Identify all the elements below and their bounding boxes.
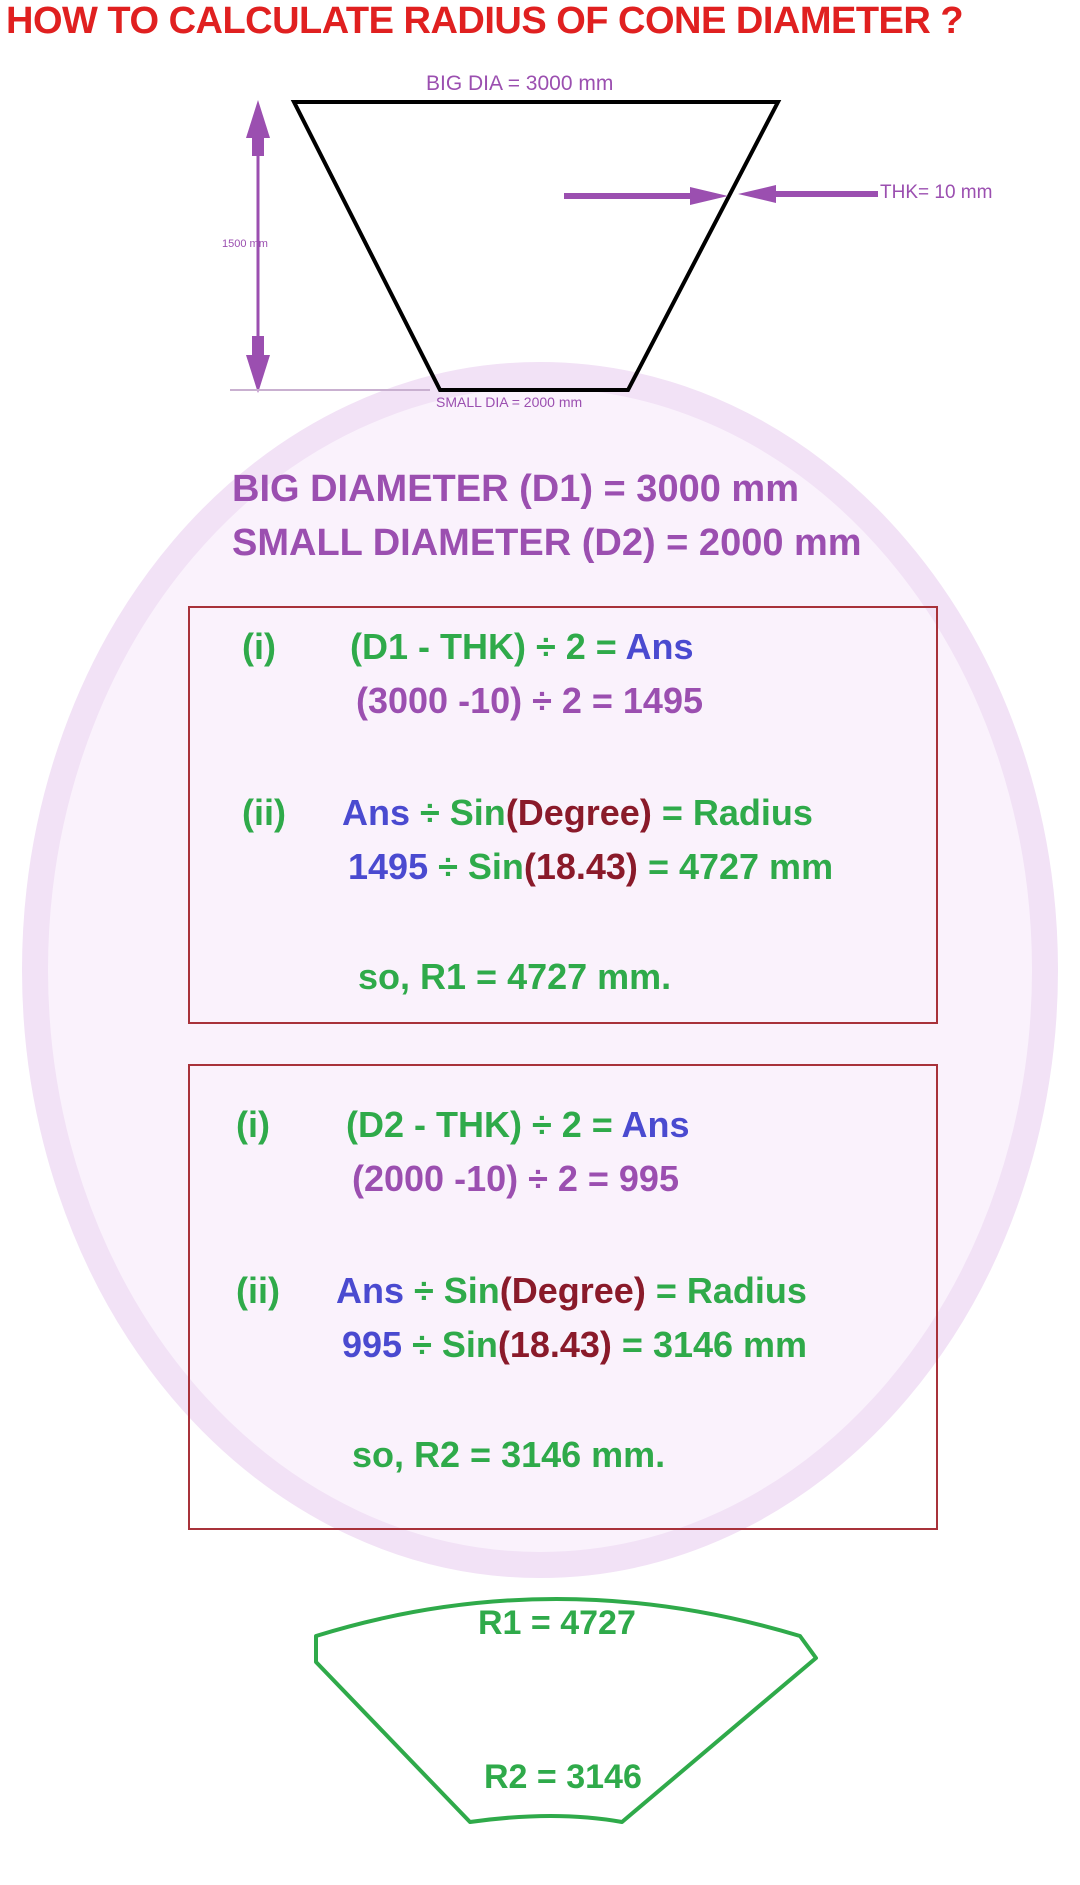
step-marker: (i): [242, 626, 276, 667]
result-line: so, R1 = 4727 mm.: [358, 956, 672, 997]
formula-ans: Ans: [625, 626, 694, 667]
thk-arrow-right-head: [738, 185, 776, 203]
formula-line: Ans ÷ Sin(Degree) = Radius: [336, 1270, 807, 1312]
formula-ans: Ans: [621, 1104, 690, 1145]
cone-outline: [290, 100, 782, 392]
calc-line: (3000 -10) ÷ 2 = 1495: [356, 680, 703, 721]
formula-degree: (Degree): [505, 792, 652, 833]
calculation-box-r2: (i) (D2 - THK) ÷ 2 = Ans (2000 -10) ÷ 2 …: [188, 1064, 938, 1530]
formula-text: (D1 - THK) ÷ 2 =: [350, 626, 626, 667]
formula-sin: ÷ Sin: [410, 792, 506, 833]
height-arrow-up-shaft: [252, 136, 264, 156]
formula-ans: Ans: [342, 792, 411, 833]
calc-line: 995 ÷ Sin(18.43) = 3146 mm: [342, 1324, 807, 1366]
height-arrow-down: [246, 355, 270, 393]
step-marker: (i): [236, 1104, 270, 1145]
formula-radius: = Radius: [645, 1270, 807, 1311]
big-diameter-text: BIG DIAMETER (D1) = 3000 mm: [232, 468, 799, 510]
formula-sin: ÷ Sin: [404, 1270, 500, 1311]
formula-line: (D2 - THK) ÷ 2 = Ans: [346, 1104, 689, 1146]
calc-sin: ÷ Sin: [402, 1324, 498, 1365]
small-diameter-text: SMALL DIAMETER (D2) = 2000 mm: [232, 522, 862, 564]
calc-line: 1495 ÷ Sin(18.43) = 4727 mm: [348, 846, 833, 888]
thk-arrow-left-head: [690, 187, 728, 205]
small-dia-label: SMALL DIA = 2000 mm: [436, 394, 583, 410]
step-marker: (ii): [242, 792, 286, 833]
formula-degree: (Degree): [499, 1270, 646, 1311]
formula-radius: = Radius: [651, 792, 813, 833]
thk-label: THK= 10 mm: [880, 182, 993, 203]
calc-sin: ÷ Sin: [428, 846, 524, 887]
calc-degree: (18.43): [497, 1324, 612, 1365]
result-line: so, R2 = 3146 mm.: [352, 1434, 666, 1475]
height-label: 1500 mm: [222, 238, 268, 250]
big-dia-label: BIG DIA = 3000 mm: [426, 72, 614, 95]
calc-value: 995: [342, 1324, 403, 1365]
flat-pattern-outline: [314, 1597, 818, 1824]
calculation-box-r1: (i) (D1 - THK) ÷ 2 = Ans (3000 -10) ÷ 2 …: [188, 606, 938, 1024]
formula-text: (D2 - THK) ÷ 2 =: [346, 1104, 622, 1145]
calc-degree: (18.43): [523, 846, 638, 887]
page-title: HOW TO CALCULATE RADIUS OF CONE DIAMETER…: [6, 0, 964, 42]
calc-result: = 3146 mm: [611, 1324, 808, 1365]
flat-r2-label: R2 = 3146: [484, 1758, 642, 1796]
step-marker: (ii): [236, 1270, 280, 1311]
formula-ans: Ans: [336, 1270, 405, 1311]
formula-line: Ans ÷ Sin(Degree) = Radius: [342, 792, 813, 834]
height-arrow-down-shaft: [252, 336, 264, 356]
cone-elevation-drawing: [230, 100, 878, 393]
height-arrow-up: [246, 100, 270, 138]
calc-result: = 4727 mm: [637, 846, 834, 887]
calc-value: 1495: [348, 846, 429, 887]
flat-r1-label: R1 = 4727: [478, 1604, 636, 1642]
formula-line: (D1 - THK) ÷ 2 = Ans: [350, 626, 693, 668]
calc-line: (2000 -10) ÷ 2 = 995: [352, 1158, 679, 1199]
watermark-logo: [22, 362, 1058, 1578]
